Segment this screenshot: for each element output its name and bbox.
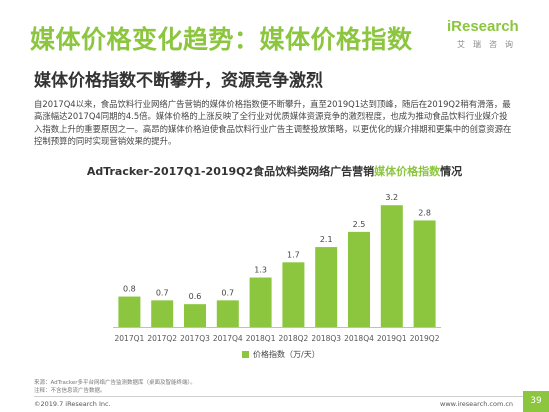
data-label-2018Q1: 1.3 [254, 266, 267, 275]
x-tick-label-2019Q1: 2019Q1 [377, 334, 407, 343]
page-title: 媒体价格变化趋势：媒体价格指数 [30, 25, 413, 54]
x-tick-label-2018Q1: 2018Q1 [246, 334, 276, 343]
copyright: ©2019.7 iResearch Inc. [34, 400, 111, 408]
bar-2018Q1 [249, 277, 272, 327]
legend-label: 价格指数（万/天） [253, 350, 320, 359]
data-label-2018Q3: 2.1 [320, 235, 333, 244]
chart-legend: 价格指数（万/天） [242, 349, 320, 360]
page-subtitle: 媒体价格指数不断攀升，资源竞争激烈 [34, 71, 323, 91]
bar-2018Q3 [315, 247, 338, 327]
data-label-2017Q2: 0.7 [156, 288, 169, 297]
bar-2017Q4 [216, 300, 239, 327]
data-label-2018Q2: 1.7 [287, 250, 300, 259]
bar-2018Q4 [348, 231, 370, 327]
data-label-2019Q1: 3.2 [385, 193, 398, 202]
bar-2017Q1 [118, 296, 141, 327]
chart-title-suffix: 情况 [440, 165, 463, 178]
bar-2019Q2 [413, 220, 436, 327]
x-tick-label-2017Q3: 2017Q3 [180, 334, 210, 343]
website-link[interactable]: www.iresearch.com.cn [440, 400, 514, 408]
footer-divider [34, 396, 524, 397]
chart-title-highlight: 媒体价格指数 [374, 165, 441, 178]
chart-title: AdTracker-2017Q1-2019Q2食品饮料类网络广告营销媒体价格指数… [0, 163, 549, 179]
iresearch-logo: iResearch 艾瑞咨询 [447, 18, 533, 58]
source-note: 来源：AdTracker多平台网络广告监测数据库（桌面及智能终端）。 注释：不含… [34, 379, 196, 395]
legend-swatch [242, 351, 249, 358]
data-label-2017Q4: 0.7 [221, 288, 234, 297]
page-number: 39 [523, 391, 549, 412]
x-tick-label-2017Q4: 2017Q4 [213, 334, 243, 343]
source-text: 来源：AdTracker多平台网络广告监测数据库（桌面及智能终端）。 [34, 380, 196, 386]
x-tick-label-2018Q4: 2018Q4 [344, 334, 374, 343]
chart-title-prefix: AdTracker-2017Q1-2019Q2食品饮料类网络广告营销 [86, 165, 375, 178]
bar-2019Q1 [380, 205, 403, 327]
x-tick-label-2017Q1: 2017Q1 [115, 334, 145, 343]
x-tick-label-2018Q3: 2018Q3 [311, 334, 341, 343]
note-text: 注释：不含信息流广告数据。 [34, 388, 106, 394]
data-label-2017Q3: 0.6 [189, 292, 202, 301]
logo-text: iResearch [447, 18, 519, 35]
data-label-2018Q4: 2.5 [353, 220, 366, 229]
x-tick-label-2017Q2: 2017Q2 [147, 334, 177, 343]
bar-2018Q2 [282, 262, 305, 327]
bar-2017Q2 [151, 300, 174, 327]
description-paragraph: 自2017Q4以来，食品饮料行业网络广告营销的媒体价格指数便不断攀升，直至201… [34, 99, 512, 146]
x-tick-label-2019Q2: 2019Q2 [410, 334, 440, 343]
data-label-2019Q2: 2.8 [418, 208, 431, 217]
bar-2017Q3 [184, 304, 206, 327]
x-tick-label-2018Q2: 2018Q2 [279, 334, 309, 343]
logo-subtext: 艾瑞咨询 [457, 40, 521, 49]
data-label-2017Q1: 0.8 [123, 285, 136, 294]
